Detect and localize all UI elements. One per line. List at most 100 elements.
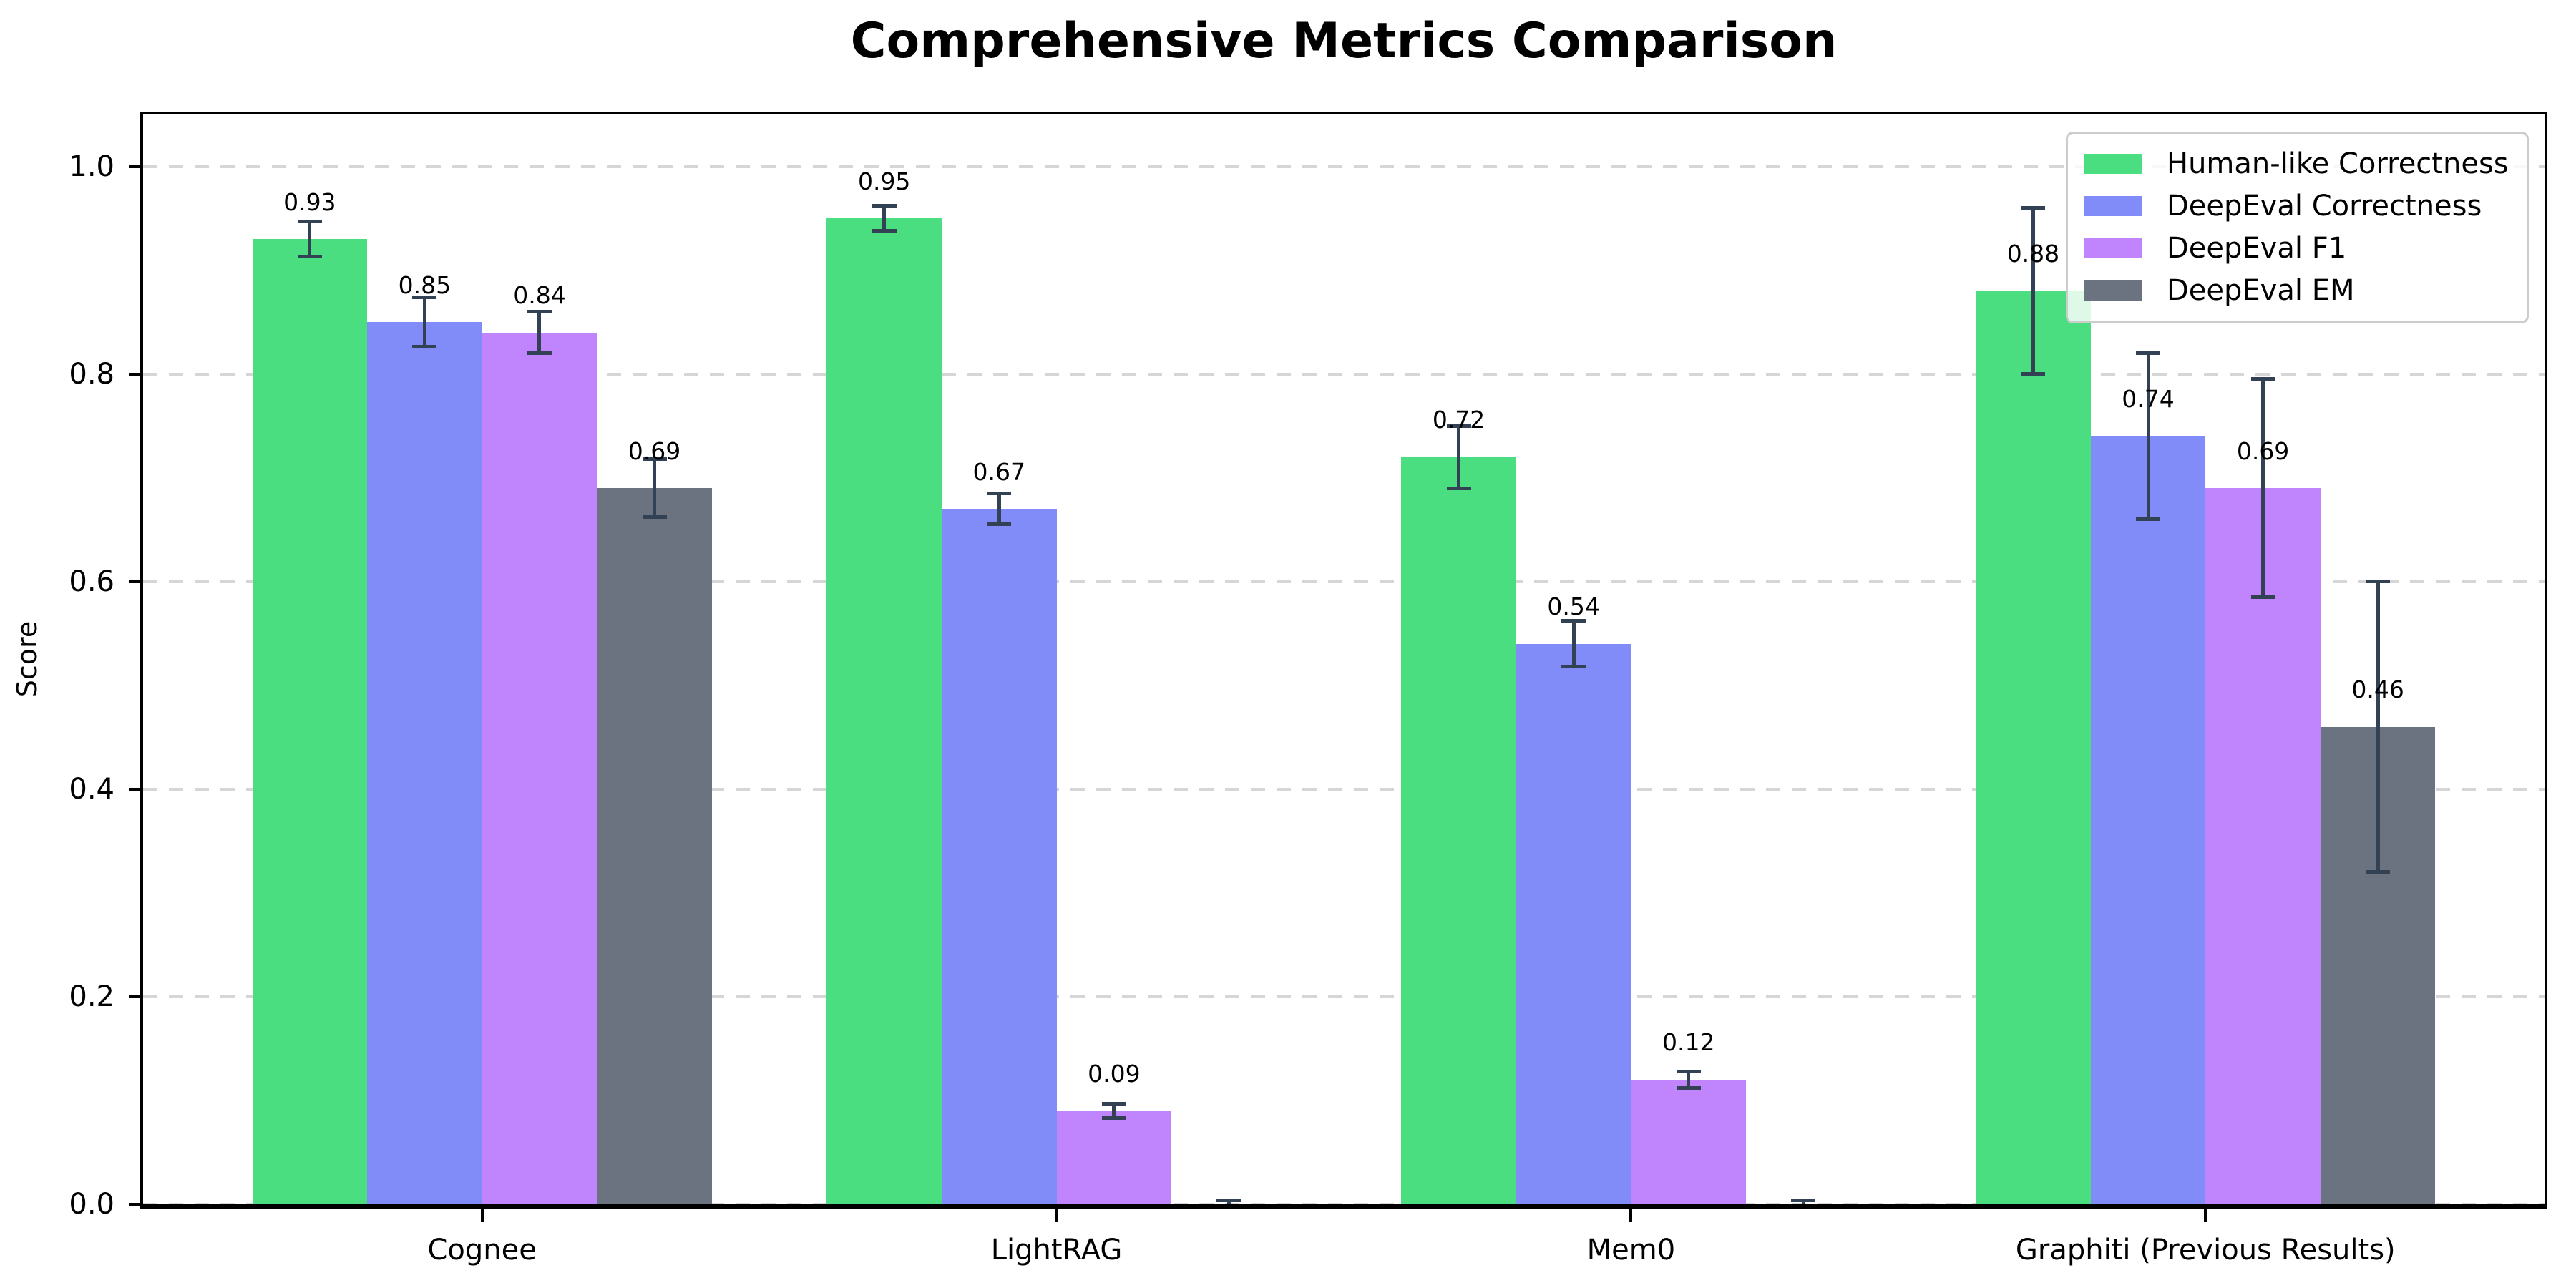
error-bar-line [1801,1200,1805,1204]
bar-value-label: 0.09 [1088,1059,1141,1088]
y-tick-mark [129,165,143,168]
error-bar-cap-bottom [987,522,1012,527]
left-spine [140,112,143,1209]
error-bar-cap-top [412,295,437,299]
error-bar-cap-bottom [297,255,322,259]
error-bar-line [1457,426,1461,489]
error-bar-cap-bottom [2250,595,2275,599]
error-bar-line [1687,1071,1691,1088]
x-tick-label-lightrag: LightRAG [990,1234,1123,1267]
x-tick-label-cognee: Cognee [427,1234,537,1267]
error-bar-line [997,493,1001,525]
bar-deepeval-f1-2 [1631,1079,1746,1204]
error-bar-cap-bottom [1101,1116,1126,1121]
y-tick-label: 0.8 [69,357,114,391]
error-bar-cap-bottom [1676,1086,1701,1091]
y-tick-mark [129,995,143,998]
error-bar-cap-top [1791,1198,1816,1202]
top-spine [140,112,2547,114]
bar-deepeval-correctness-2 [1516,643,1631,1204]
error-bar-line [2031,208,2035,374]
error-bar-line [1226,1200,1231,1204]
error-bar-line [882,205,887,231]
y-tick-label: 0.0 [69,1188,114,1221]
y-tick-label: 0.2 [69,980,114,1013]
legend-swatch-icon [2084,280,2142,301]
error-bar-cap-bottom [412,345,437,349]
bar-value-label: 0.67 [972,457,1025,486]
error-bar-cap-bottom [2021,372,2046,376]
y-tick-label: 1.0 [69,150,114,183]
error-bar-cap-top [2250,377,2275,381]
gridline [143,1203,2545,1204]
bar-value-label: 0.69 [628,436,681,465]
error-bar-line [2376,581,2380,872]
bar-value-label: 0.69 [2236,436,2290,465]
bar-human-like-correctness-2 [1401,457,1516,1204]
bar-deepeval-f1-1 [1056,1111,1172,1204]
error-bar-line [537,311,542,353]
error-bar-cap-top [872,204,897,208]
legend-item: DeepEval EM [2068,269,2527,311]
error-bar-cap-top [1216,1198,1241,1202]
x-tick-mark [2204,1209,2207,1222]
error-bar-cap-top [1561,619,1586,623]
bar-deepeval-correctness-1 [941,509,1057,1204]
error-bar-line [1571,620,1576,667]
error-bar-cap-top [2021,206,2046,210]
x-tick-mark [480,1209,484,1222]
error-bar-cap-top [1676,1069,1701,1073]
legend-item: DeepEval Correctness [2068,185,2527,227]
y-tick-label: 0.6 [69,565,114,598]
x-tick-label-mem0: Mem0 [1586,1234,1676,1267]
bar-deepeval-em-0 [597,488,712,1204]
y-tick-label: 0.4 [69,772,114,806]
error-bar-cap-bottom [872,228,897,233]
legend-label: DeepEval Correctness [2167,189,2482,223]
legend-label: Human-like Correctness [2167,147,2509,180]
y-tick-mark [129,580,143,583]
error-bar-cap-top [527,310,552,314]
legend-swatch-icon [2084,195,2142,216]
bar-value-label: 0.88 [2006,240,2060,268]
legend-item: Human-like Correctness [2068,142,2527,185]
error-bar-cap-top [2366,580,2391,584]
bar-human-like-correctness-1 [826,218,942,1204]
legend-swatch-icon [2084,153,2142,174]
error-bar-cap-top [297,219,322,223]
bar-value-label: 0.95 [857,167,911,195]
legend-label: DeepEval F1 [2167,231,2347,265]
bar-value-label: 0.84 [513,281,566,310]
legend: Human-like Correctness DeepEval Correctne… [2066,132,2529,323]
y-axis-label: Score [11,620,43,698]
legend-label: DeepEval EM [2167,273,2355,307]
error-bar-line [1112,1103,1116,1118]
right-spine [2545,112,2547,1209]
error-bar-cap-top [1101,1101,1126,1106]
error-bar-cap-bottom [527,351,552,356]
error-bar-line [653,459,657,517]
error-bar-line [308,221,312,257]
gridline [143,165,2545,168]
gridline [143,995,2545,998]
error-bar-line [2146,353,2150,519]
bar-human-like-correctness-3 [1976,291,2091,1204]
gridline [143,787,2545,791]
chart-title: Comprehensive Metrics Comparison [850,13,1838,69]
bar-deepeval-correctness-3 [2090,436,2206,1204]
error-bar-cap-bottom [642,515,667,519]
error-bar-cap-bottom [2366,870,2391,874]
x-tick-mark [1055,1209,1058,1222]
error-bar-cap-top [987,491,1012,495]
x-tick-label-graphiti-previous-results-: Graphiti (Previous Results) [2015,1234,2396,1267]
error-bar-line [422,297,426,347]
bar-deepeval-f1-3 [2205,488,2321,1204]
error-bar-cap-top [642,457,667,462]
error-bar-cap-top [1446,424,1471,428]
error-bar-cap-bottom [1561,665,1586,669]
y-tick-mark [129,1203,143,1206]
y-tick-mark [129,787,143,791]
error-bar-cap-bottom [2136,517,2161,522]
legend-item: DeepEval F1 [2068,227,2527,269]
